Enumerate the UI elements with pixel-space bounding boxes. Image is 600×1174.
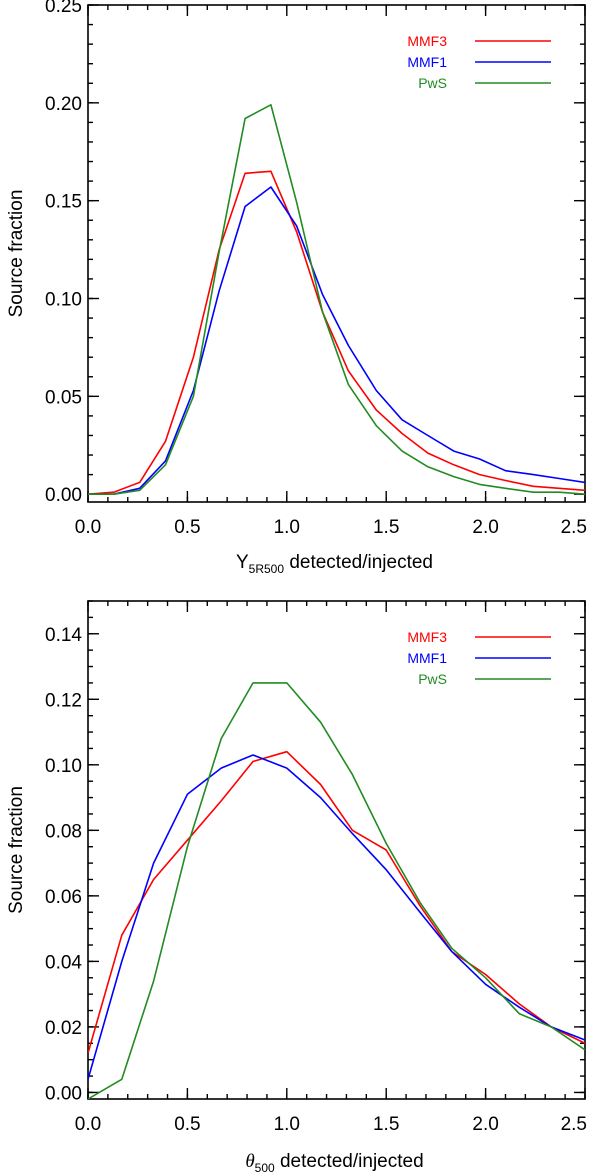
series-line-mmf1 [88,186,585,496]
series-line-pws [88,682,585,1099]
series-line-pws [88,104,585,496]
y-tick-label: 0.00 [45,1083,82,1104]
top-panel: 0.0 0.5 1.0 1.5 2.0 2.5 0.00 0.05 0.10 0.15 0.20 0.… [6,0,587,576]
series-line-mmf3 [88,170,585,495]
x-axis-title-main: θ [245,1151,254,1172]
y-tick-label: 0.06 [45,887,82,908]
y-tick-label: 0.10 [45,290,82,311]
legend-label-mmf1: MMF1 [407,54,447,70]
series-group [88,682,585,1099]
legend-label-pws: PwS [418,75,447,91]
x-tick-label: 2.5 [561,1114,587,1135]
y-tick-label: 0.04 [45,952,82,973]
x-axis-title-main: Y [236,552,249,573]
x-tick-label: 1.5 [373,517,399,538]
x-tick-label: 2.5 [561,517,587,538]
x-axis-title-subscript: 5R500 [249,562,285,576]
legend-label-pws: PwS [418,671,447,687]
y-tick-label: 0.02 [45,1018,82,1039]
plot-frame [87,4,586,503]
x-tick-label: 0.5 [174,517,200,538]
y-tick-label: 0.25 [45,0,82,17]
legend-label-mmf1: MMF1 [407,650,447,666]
y-tick-label: 0.12 [45,690,82,711]
x-tick-label: 2.0 [472,1114,498,1135]
y-tick-label: 0.05 [45,387,82,408]
x-axis-title: Y5R500 detected/injected [236,552,433,576]
series-line-mmf3 [88,750,585,1054]
y-tick-label: 0.15 [45,192,82,213]
legend-label-mmf3: MMF3 [407,33,447,49]
y-tick-label: 0.08 [45,821,82,842]
legend-label-mmf3: MMF3 [407,629,447,645]
x-axis-title-rest: detected/injected [284,552,433,573]
x-tick-label: 1.0 [274,1114,300,1135]
y-tick-label: 0.20 [45,94,82,115]
x-tick-label: 0.0 [75,517,101,538]
series-line-mmf1 [88,754,585,1080]
y-axis-title: Source fraction [6,786,27,914]
x-tick-label: 1.0 [274,517,300,538]
plot-frame [87,600,586,1100]
bottom-panel: 0.0 0.5 1.0 1.5 2.0 2.5 0.00 0.02 0.04 0.06 0.08 0.… [6,600,587,1174]
x-axis-title-subscript: 500 [255,1161,275,1174]
y-tick-label: 0.10 [45,756,82,777]
x-tick-label: 2.0 [472,517,498,538]
x-tick-label: 1.5 [373,1114,399,1135]
y-axis-title: Source fraction [6,190,27,318]
y-tick-label: 0.14 [45,625,82,646]
x-tick-label: 0.5 [174,1114,200,1135]
series-group [88,104,585,496]
x-axis-title-rest: detected/injected [275,1151,424,1172]
x-tick-label: 0.0 [75,1114,101,1135]
y-tick-label: 0.00 [45,485,82,506]
x-axis-title: θ500 detected/injected [245,1151,423,1174]
